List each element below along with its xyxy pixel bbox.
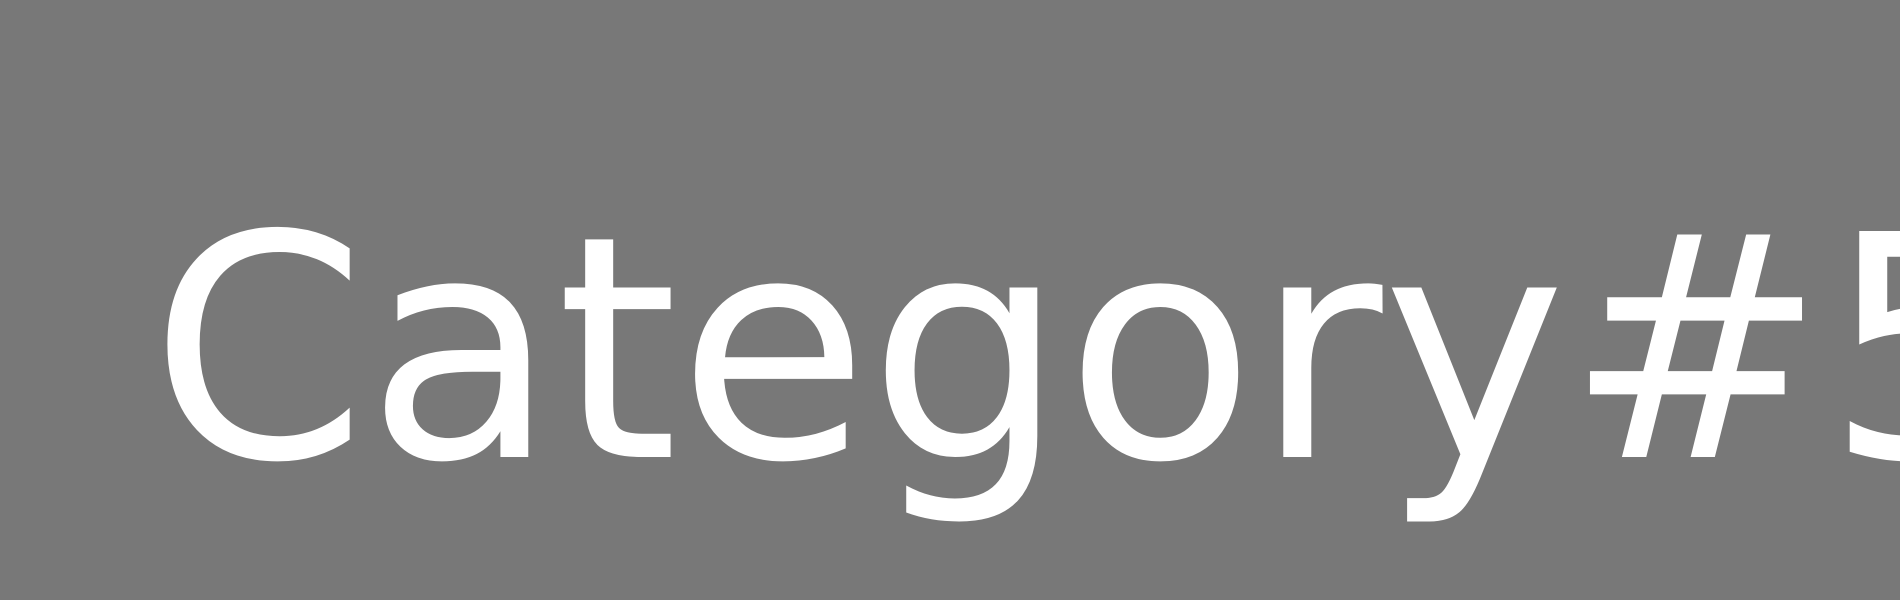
category-label: Category#5 — [150, 170, 1900, 531]
